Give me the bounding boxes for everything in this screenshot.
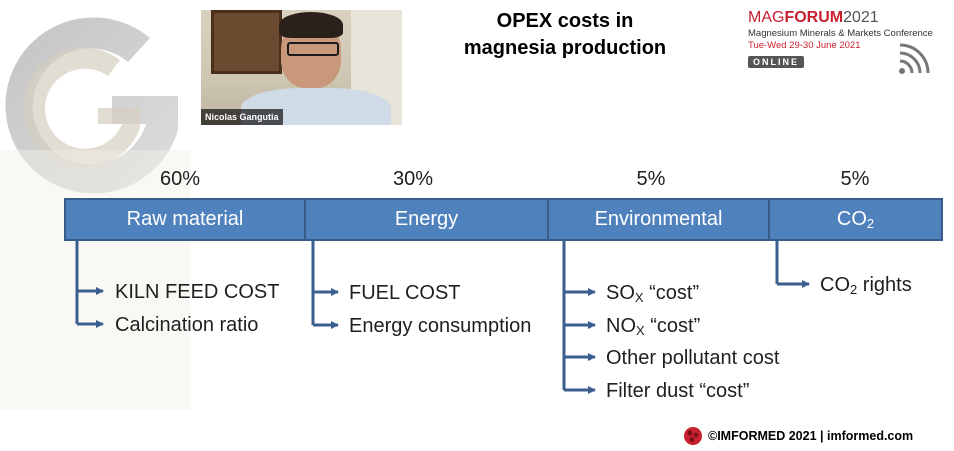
slide-title-line1: OPEX costs in — [496, 10, 634, 32]
wall-picture — [211, 10, 282, 74]
category-co2: CO2 — [768, 198, 943, 241]
item-energy-consumption: Energy consumption — [349, 315, 532, 337]
conference-subtitle: Magnesium Minerals & Markets Conference — [748, 28, 933, 39]
broadcast-icon — [899, 43, 930, 74]
percent-environmental: 5% — [636, 168, 666, 190]
imformed-globe-icon — [684, 427, 702, 445]
slide-title-line2: magnesia production — [463, 37, 667, 59]
brand-prefix: MAG — [748, 9, 785, 26]
footer-website[interactable]: imformed.com — [827, 429, 914, 443]
brand-bold: FORUM — [784, 9, 844, 26]
category-energy: Energy — [304, 198, 549, 241]
online-badge: ONLINE — [748, 56, 805, 68]
percent-energy: 30% — [392, 168, 434, 190]
brand-year: 2021 — [843, 9, 879, 26]
item-filter-dust-cost: Filter dust “cost” — [606, 380, 750, 402]
percent-co2: 5% — [840, 168, 870, 190]
conference-logo: MAGFORUM2021 Magnesium Minerals & Market… — [748, 8, 948, 70]
footer-copyright: ©IMFORMED 2021 — [708, 429, 817, 443]
speaker-name: Nicolas Gangutia — [201, 109, 283, 125]
company-logo — [0, 17, 190, 410]
conference-dates: Tue-Wed 29-30 June 2021 — [748, 40, 861, 51]
category-environmental: Environmental — [547, 198, 770, 241]
item-fuel-cost: FUEL COST — [349, 282, 461, 304]
footer-separator: | — [816, 429, 827, 443]
item-calcination-ratio: Calcination ratio — [115, 314, 259, 336]
item-kiln-feed-cost: KILN FEED COST — [115, 281, 280, 303]
item-sox-cost: SOX “cost” — [606, 282, 700, 305]
slide-title: OPEX costs in magnesia production — [420, 8, 710, 62]
percent-raw-material: 60% — [159, 168, 201, 190]
footer-credit: ©IMFORMED 2021 | imformed.com — [683, 425, 913, 447]
category-raw-material: Raw material — [64, 198, 306, 241]
item-nox-cost: NOX “cost” — [606, 315, 701, 338]
speaker-video: Nicolas Gangutia — [201, 10, 402, 125]
item-other-pollutant-cost: Other pollutant cost — [606, 347, 780, 369]
item-co2-rights: CO2 rights — [820, 274, 912, 297]
